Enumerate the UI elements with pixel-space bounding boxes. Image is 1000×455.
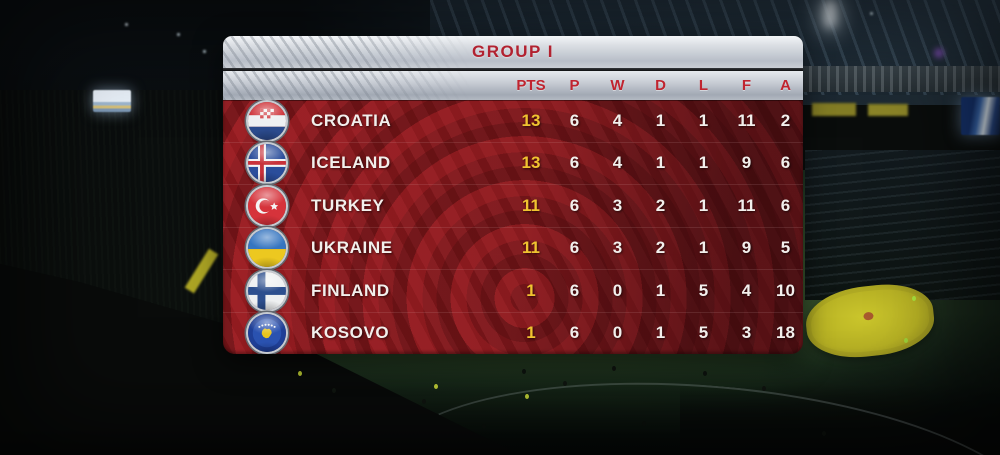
crowd-bottom (0, 429, 1000, 455)
stat-won: 3 (612, 195, 623, 215)
stat-played: 6 (569, 238, 580, 258)
team-name: ICELAND (311, 153, 391, 173)
stat-lost: 5 (698, 323, 709, 343)
stat-against: 10 (776, 280, 795, 300)
stat-won: 0 (612, 280, 623, 300)
turkey-flag-icon (248, 186, 286, 225)
stat-for: 4 (741, 280, 752, 300)
jumbotron-right (961, 97, 1000, 135)
group-title: GROUP I (472, 42, 554, 61)
stand-right (805, 150, 1000, 300)
table-row: FINLAND 1 6 0 1 5 4 10 (223, 269, 803, 312)
column-header-played: P (569, 77, 580, 94)
stat-pts: 11 (522, 238, 540, 258)
table-row: CROATIA 13 6 4 1 1 11 2 (223, 100, 803, 142)
jumbotron-left (93, 90, 131, 112)
stat-drawn: 1 (655, 323, 666, 343)
table-row: TURKEY 11 6 3 2 1 11 6 (223, 184, 803, 227)
stat-won: 0 (612, 323, 623, 343)
stat-pts: 11 (522, 195, 540, 215)
title-divider (223, 68, 803, 71)
table-body: CROATIA 13 6 4 1 1 11 2 (223, 100, 803, 354)
croatia-flag-icon (248, 101, 286, 140)
flag-cell (223, 314, 311, 353)
stat-against: 5 (780, 238, 791, 258)
flag-cell (223, 271, 311, 310)
stat-lost: 5 (698, 280, 709, 300)
stat-played: 6 (569, 153, 580, 173)
finland-flag-icon (248, 271, 286, 310)
stat-lost: 1 (698, 110, 709, 130)
flag-cell (223, 144, 311, 183)
stat-for: 9 (741, 153, 752, 173)
team-name: UKRAINE (311, 238, 393, 258)
stat-played: 6 (569, 110, 580, 130)
column-header-for: F (741, 77, 752, 94)
table-row: UKRAINE 11 6 3 2 1 9 5 (223, 226, 803, 270)
stat-played: 6 (569, 195, 580, 215)
group-title-bar: GROUP I (223, 36, 803, 68)
wall-banner (868, 104, 908, 116)
column-header-lost: L (698, 77, 709, 94)
table-row: ICELAND 13 6 4 1 1 9 6 (223, 141, 803, 185)
stat-against: 6 (780, 153, 791, 173)
flag-cell (223, 229, 311, 268)
iceland-flag-icon (248, 144, 286, 183)
column-header-against: A (780, 77, 791, 94)
stat-for: 11 (737, 110, 756, 130)
stat-won: 4 (612, 153, 623, 173)
column-header-won: W (610, 77, 625, 94)
stat-for: 11 (737, 195, 756, 215)
stat-drawn: 1 (655, 110, 666, 130)
stat-pts: 1 (526, 323, 536, 343)
flag-cell (223, 101, 311, 140)
purple-light (934, 48, 944, 58)
team-name: CROATIA (311, 110, 392, 130)
stat-against: 18 (776, 323, 795, 343)
team-name: TURKEY (311, 195, 385, 215)
stat-won: 3 (612, 238, 623, 258)
table-header-row: PTS P W D L F A (223, 71, 803, 100)
stat-drawn: 2 (655, 195, 666, 215)
stat-drawn: 2 (655, 238, 666, 258)
roof-fascia (800, 66, 1000, 92)
stat-for: 9 (741, 238, 752, 258)
stat-lost: 1 (698, 238, 709, 258)
stat-played: 6 (569, 323, 580, 343)
standings-panel: GROUP I PTS P W D L F A (223, 36, 803, 354)
stat-lost: 1 (698, 195, 709, 215)
stat-for: 3 (741, 323, 752, 343)
kosovo-flag-icon (248, 314, 286, 353)
column-header-pts: PTS (516, 77, 546, 94)
table-row: KOSOVO 1 6 0 1 5 3 18 (223, 311, 803, 355)
floodlight-glare (824, 0, 836, 28)
wall-banner (812, 103, 856, 116)
flag-cell (223, 186, 311, 225)
stat-drawn: 1 (655, 153, 666, 173)
team-name: FINLAND (311, 280, 390, 300)
ukraine-flag-icon (248, 229, 286, 268)
stat-pts: 13 (521, 110, 541, 130)
team-name: KOSOVO (311, 323, 390, 343)
stat-drawn: 1 (655, 280, 666, 300)
stat-lost: 1 (698, 153, 709, 173)
stat-against: 2 (780, 110, 791, 130)
stat-against: 6 (780, 195, 791, 215)
stat-played: 6 (569, 280, 580, 300)
column-header-drawn: D (655, 77, 666, 94)
stat-won: 4 (612, 110, 623, 130)
stat-pts: 13 (521, 153, 541, 173)
stat-pts: 1 (526, 280, 536, 300)
